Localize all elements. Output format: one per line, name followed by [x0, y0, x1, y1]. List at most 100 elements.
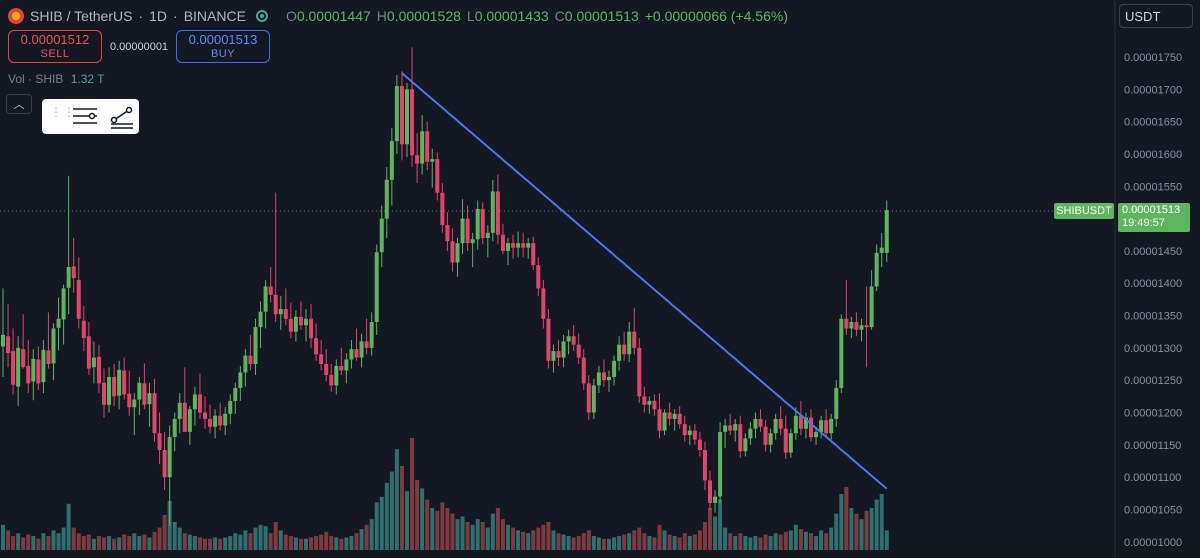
volume-bar: [495, 508, 500, 550]
collapse-legend-button[interactable]: ︿: [6, 94, 32, 114]
candle-body: [435, 159, 440, 193]
candle-body: [339, 365, 344, 371]
price-axis-label: 0.00001450: [1124, 246, 1182, 258]
candle: [384, 166, 389, 238]
volume-bar: [36, 538, 41, 550]
volume-bar: [61, 527, 66, 550]
volume-bar: [576, 536, 581, 550]
volume-bar: [76, 533, 81, 550]
candle-body: [713, 496, 718, 503]
candle: [556, 340, 561, 366]
volume-bar: [26, 534, 31, 550]
volume-bar: [152, 531, 157, 550]
candle-body: [16, 347, 21, 387]
candle-body: [329, 375, 334, 386]
candle-body: [31, 358, 36, 382]
candle: [91, 341, 96, 384]
market-status-icon[interactable]: [255, 10, 268, 22]
volume-bar: [440, 502, 445, 550]
buy-button[interactable]: 0.00001513 BUY: [176, 30, 270, 63]
candle-body: [702, 449, 707, 481]
low-value: 0.00001433: [474, 8, 549, 24]
candle-body: [566, 336, 571, 342]
candle: [506, 237, 510, 266]
candle: [197, 373, 202, 419]
volume-bar: [258, 524, 263, 550]
candle: [879, 232, 884, 268]
volume-bar: [213, 537, 218, 550]
volume-bar: [647, 536, 652, 550]
candle-body: [223, 413, 228, 426]
volume-bar: [46, 536, 51, 550]
candle: [834, 380, 839, 427]
candle-body: [349, 349, 354, 360]
price-axis-label: 0.00001100: [1124, 472, 1181, 484]
volume-bar: [107, 536, 112, 550]
volume-bar: [6, 530, 11, 550]
spread-value: 0.00000001: [109, 40, 169, 53]
candle-body: [495, 191, 500, 235]
volume-bar: [839, 494, 844, 550]
volume-bar: [682, 533, 687, 550]
candle-body: [591, 385, 596, 413]
candle: [319, 340, 324, 371]
candle-body: [46, 350, 51, 365]
candle-body: [824, 420, 829, 434]
volume-bar: [566, 536, 571, 550]
volume-bar: [763, 534, 768, 550]
candle: [809, 409, 813, 442]
volume-bar: [288, 536, 293, 550]
candle-body: [41, 349, 46, 383]
trendline-tool-icon[interactable]: [110, 105, 134, 129]
candle-body: [470, 239, 475, 244]
candle: [824, 409, 829, 439]
volume-bar: [541, 524, 546, 550]
price-axis-label: 0.00001350: [1124, 311, 1182, 323]
candle: [354, 328, 359, 361]
candle-body: [389, 141, 394, 180]
candle-body: [475, 208, 480, 240]
candle-body: [465, 218, 470, 244]
candle: [773, 413, 778, 440]
candle-body: [430, 159, 435, 162]
candle-body: [344, 359, 349, 371]
volume-bar: [157, 527, 162, 550]
candle: [783, 415, 788, 460]
candle-body: [667, 412, 672, 419]
candle-body: [208, 418, 213, 427]
candle-body: [884, 210, 889, 253]
volume-bar: [591, 536, 596, 550]
candle-body: [531, 243, 536, 266]
volume-bar: [728, 533, 733, 550]
interval[interactable]: 1D: [149, 8, 168, 24]
candle: [708, 470, 712, 511]
symbol-name[interactable]: SHIB / TetherUS: [30, 8, 133, 24]
volume-bar: [743, 536, 748, 550]
candle-body: [526, 243, 531, 248]
currency-selector[interactable]: USDT: [1119, 4, 1193, 28]
candle-body: [576, 344, 581, 358]
price-axis: 0.00001750 0.00001700 0.00001650 0.00001600…: [1124, 52, 1182, 549]
volume-bar: [874, 499, 879, 550]
drag-handle-icon[interactable]: ⋮⋮: [50, 105, 76, 119]
low-label: L: [466, 8, 475, 24]
candle-body: [657, 409, 662, 431]
settings-sliders-icon[interactable]: [72, 105, 98, 127]
candle-body: [248, 355, 253, 365]
candle: [162, 431, 167, 491]
volume-bar: [91, 538, 96, 550]
volume-bar: [344, 537, 349, 550]
candle-body: [314, 338, 319, 355]
candle: [586, 375, 591, 421]
candle: [46, 312, 51, 369]
volume-bar: [425, 499, 430, 550]
candle-body: [273, 294, 278, 315]
candle-body: [773, 418, 778, 434]
volume-bar: [268, 533, 273, 550]
candle: [273, 192, 278, 323]
candle-body: [96, 356, 101, 384]
candle: [187, 406, 192, 445]
sell-button[interactable]: 0.00001512 SELL: [8, 30, 102, 63]
candle: [223, 407, 228, 436]
